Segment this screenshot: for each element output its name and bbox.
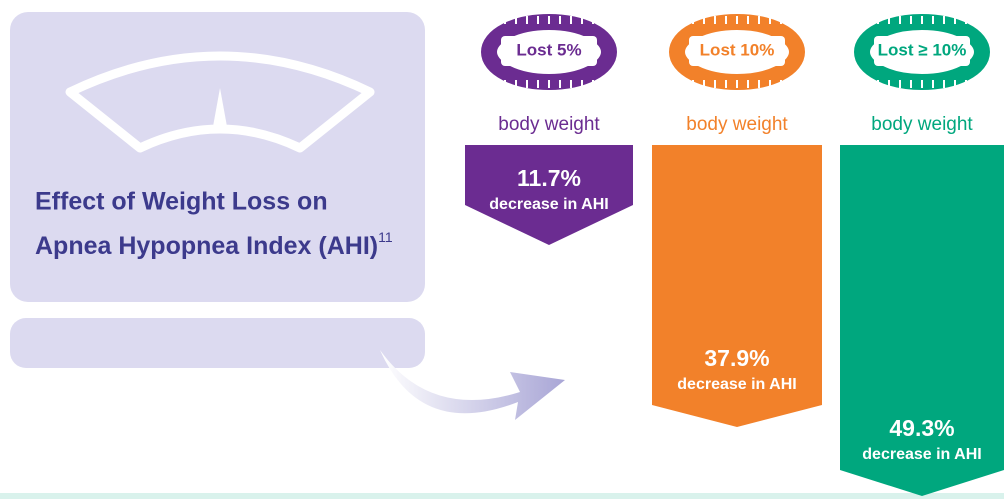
scale-dial [65,51,375,153]
curved-arrow [380,350,565,420]
caption: body weight [871,114,973,135]
tape-label-bg [689,36,785,66]
title-line: Apnea Hypopnea Index (AHI)11 [35,229,393,260]
scale-body [10,12,425,302]
tape-label-bg [874,36,970,66]
value-subtext: decrease in AHI [862,446,981,463]
value: 37.9% [704,345,769,371]
value-subtext: decrease in AHI [489,196,608,213]
caption: body weight [498,114,600,135]
tape-label: Lost ≥ 10% [878,40,967,59]
value: 49.3% [889,415,954,441]
value: 11.7% [517,165,581,191]
down-arrow [465,145,633,245]
title-line-text: Apnea Hypopnea Index (AHI) [35,232,378,260]
scale-needle [212,88,228,132]
title-line: Effect of Weight Loss on [35,188,328,216]
scale-base [10,318,425,368]
down-arrow [652,145,822,427]
down-arrow [840,145,1004,496]
caption: body weight [686,114,788,135]
bottom-band [0,493,1004,499]
tape-label: Lost 10% [700,40,775,59]
tape-label-bg [501,36,597,66]
tape-label: Lost 5% [516,40,581,59]
value-subtext: decrease in AHI [677,376,796,393]
footnote: 11 [378,229,393,245]
